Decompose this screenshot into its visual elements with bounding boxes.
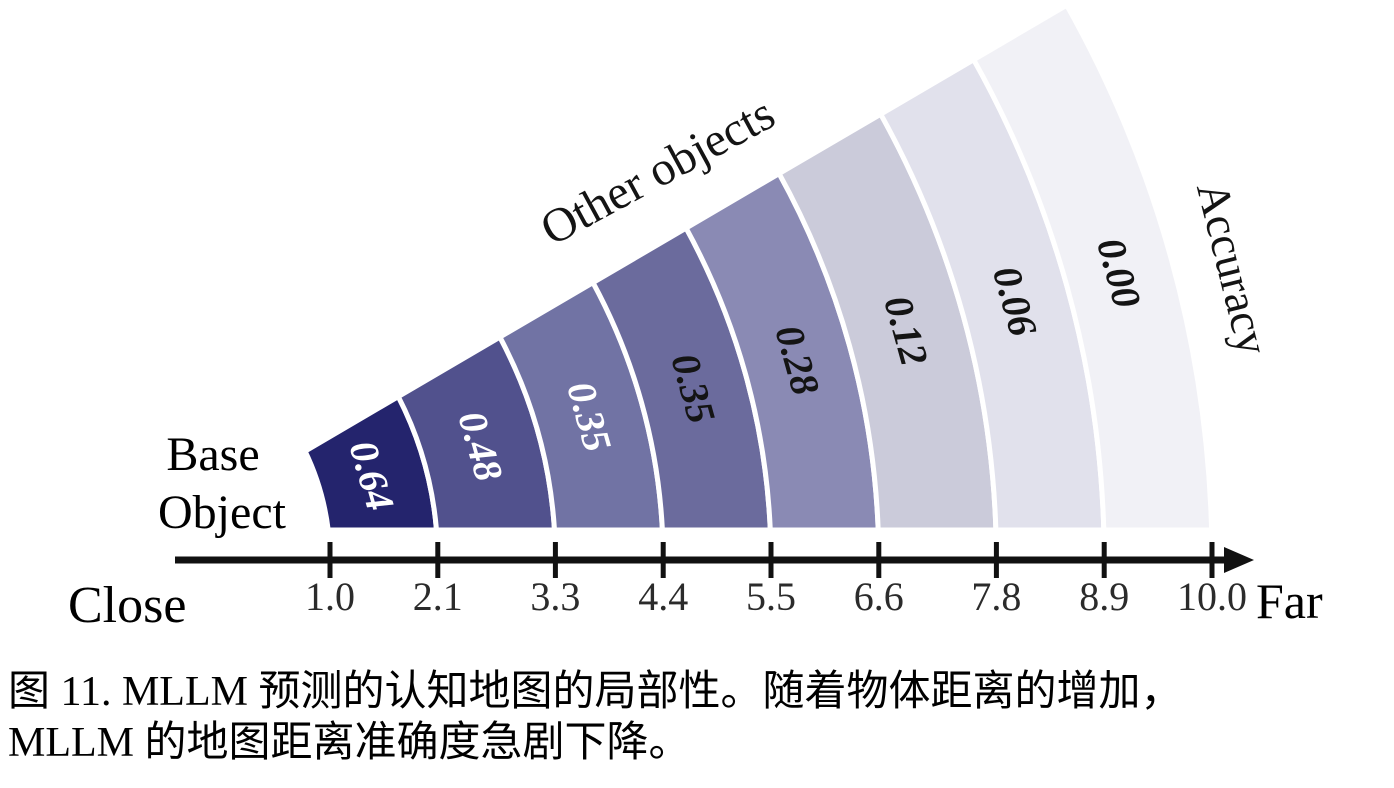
x-axis-arrowhead-icon <box>1224 547 1254 573</box>
x-axis-tick-label-8.9: 8.9 <box>1079 574 1129 619</box>
x-axis-tick-label-2.1: 2.1 <box>413 574 463 619</box>
fan-segments: 0.64 0.48 0.35 0.35 0.28 0.12 0.06 0.00 <box>302 2 1215 533</box>
figure: 0.64 0.48 0.35 0.35 0.28 0.12 0.06 0.00 1.0 2.1 3… <box>8 2 1394 769</box>
x-axis-tick-label-5.5: 5.5 <box>746 574 796 619</box>
value-axis-label: Accuracy <box>1187 177 1279 360</box>
origin-label-line1: Base <box>166 428 259 481</box>
x-axis-tick-label-7.8: 7.8 <box>971 574 1021 619</box>
figure-caption: 图 11. MLLM 预测的认知地图的局部性。随着物体距离的增加， MLLM 的… <box>8 667 1394 769</box>
fan-chart: 0.64 0.48 0.35 0.35 0.28 0.12 0.06 0.00 1.0 2.1 3… <box>68 2 1323 634</box>
x-axis-tick-label-6.6: 6.6 <box>854 574 904 619</box>
fan-segment-8 <box>971 2 1215 533</box>
figure-caption-line-1: 图 11. MLLM 预测的认知地图的局部性。随着物体距离的增加， <box>8 669 1183 715</box>
x-axis-tick-label-3.3: 3.3 <box>530 574 580 619</box>
origin-label-line2: Object <box>158 486 287 539</box>
x-axis-tick-label-1.0: 1.0 <box>305 574 355 619</box>
figure-caption-line-2: MLLM 的地图距离准确度急剧下降。 <box>8 720 691 767</box>
x-axis-tick-label-10.0: 10.0 <box>1177 574 1247 619</box>
x-axis-far-label: Far <box>1256 573 1323 629</box>
x-axis-close-label: Close <box>68 577 186 634</box>
x-axis: 1.0 2.1 3.3 4.4 5.5 6.6 7.8 8.9 10.0 <box>175 542 1254 619</box>
x-axis-tick-label-4.4: 4.4 <box>638 574 688 619</box>
